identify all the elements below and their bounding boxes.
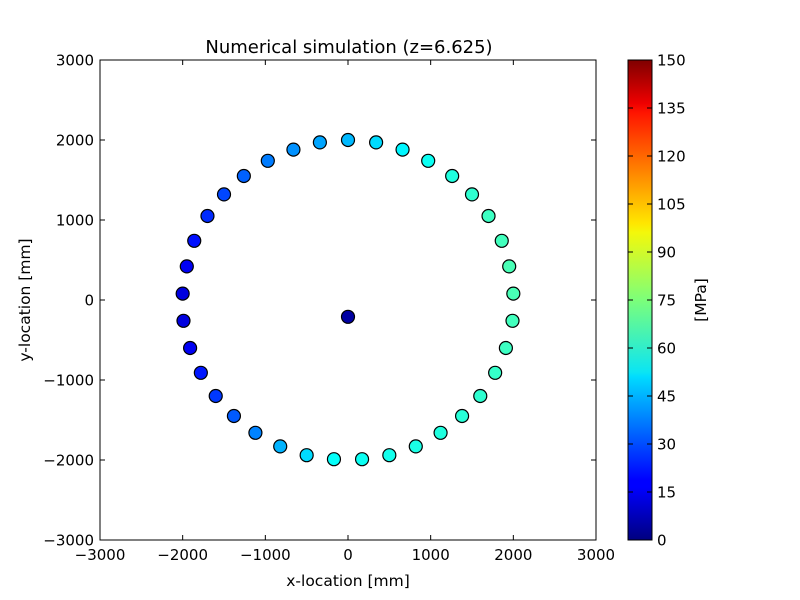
data-point xyxy=(226,408,242,424)
colorbar-tick-label: 90 xyxy=(657,244,676,262)
colorbar: 0 15 30 45 60 75 90 105 120 135 150 [MPa] xyxy=(627,52,710,550)
plot-area: −3000 −2000 −1000 0 1000 2000 3000 −3000 −2000 −1… xyxy=(43,52,615,565)
colorbar-tick-label: 60 xyxy=(657,340,676,358)
data-point xyxy=(354,452,370,467)
data-point xyxy=(175,286,190,301)
data-point xyxy=(464,187,480,202)
data-point xyxy=(454,408,470,424)
y-tick-label: 1000 xyxy=(56,212,94,230)
data-point xyxy=(273,439,288,454)
colorbar-tick-label: 15 xyxy=(657,484,676,502)
data-point xyxy=(481,208,496,224)
y-tick-label: 3000 xyxy=(56,52,94,70)
x-tick-label: 0 xyxy=(343,546,353,564)
data-points xyxy=(175,132,521,467)
y-tick-label: −2000 xyxy=(43,452,94,470)
data-point xyxy=(421,153,436,168)
data-point xyxy=(286,142,301,157)
data-point xyxy=(326,452,342,467)
colorbar-tick-label: 75 xyxy=(657,292,676,310)
data-point xyxy=(505,313,520,328)
plot-frame xyxy=(99,59,597,541)
data-point xyxy=(299,448,314,463)
data-point xyxy=(369,135,384,150)
x-tick-label: 1000 xyxy=(412,546,450,564)
y-tick-label: −1000 xyxy=(43,372,94,390)
colorbar-tick-label: 105 xyxy=(657,196,686,214)
data-point xyxy=(312,135,327,150)
data-point xyxy=(176,313,191,328)
data-point xyxy=(502,259,517,274)
data-point xyxy=(183,340,198,356)
data-point xyxy=(488,365,503,380)
x-tick-label: −1000 xyxy=(240,546,291,564)
data-point xyxy=(248,425,263,440)
data-point xyxy=(260,153,275,168)
colorbar-tick-label: 0 xyxy=(657,532,667,550)
axis-ticks: −3000 −2000 −1000 0 1000 2000 3000 −3000 −2000 −1… xyxy=(43,52,615,565)
data-point xyxy=(340,309,356,324)
x-tick-label: −2000 xyxy=(157,546,208,564)
x-tick-label: 2000 xyxy=(494,546,532,564)
colorbar-ticks: 0 15 30 45 60 75 90 105 120 135 150 xyxy=(628,52,686,550)
x-tick-label: 3000 xyxy=(577,546,615,564)
y-tick-label: 0 xyxy=(84,292,94,310)
chart-title: Numerical simulation (z=6.625) xyxy=(205,37,492,58)
colorbar-tick-label: 30 xyxy=(657,436,676,454)
colorbar-tick-label: 45 xyxy=(657,388,676,406)
data-point xyxy=(498,340,513,356)
x-tick-label: −3000 xyxy=(75,546,126,564)
data-point xyxy=(193,365,208,380)
data-point xyxy=(433,425,448,440)
data-point xyxy=(187,233,202,248)
data-point xyxy=(208,388,223,404)
data-point xyxy=(382,448,397,463)
y-tick-label: −3000 xyxy=(43,532,94,550)
colorbar-tick-label: 135 xyxy=(657,100,686,118)
colorbar-tick-label: 120 xyxy=(657,148,686,166)
data-point xyxy=(179,259,194,274)
y-tick-label: 2000 xyxy=(56,132,94,150)
y-axis-label: y-location [mm] xyxy=(16,238,34,361)
x-axis-label: x-location [mm] xyxy=(286,572,410,590)
data-point xyxy=(445,168,460,184)
colorbar-label: [MPa] xyxy=(692,278,710,322)
data-point xyxy=(494,233,509,248)
data-point xyxy=(216,187,232,202)
data-point xyxy=(340,132,356,148)
data-point xyxy=(395,142,410,157)
data-point xyxy=(200,208,215,224)
data-point xyxy=(506,286,521,301)
data-point xyxy=(473,388,488,404)
colorbar-tick-label: 150 xyxy=(657,52,686,70)
data-point xyxy=(236,168,251,184)
data-point xyxy=(408,439,423,454)
